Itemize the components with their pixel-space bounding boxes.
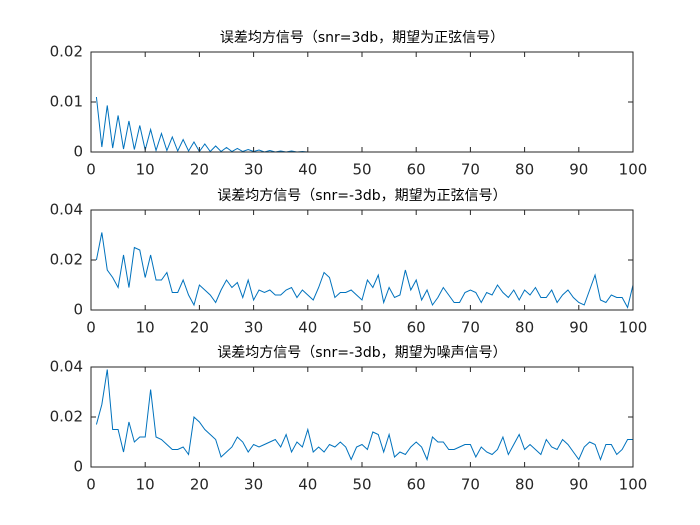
x-tick-label: 100 <box>619 476 648 494</box>
x-tick-label: 50 <box>352 319 371 337</box>
x-tick-label: 90 <box>569 161 588 179</box>
x-tick-label: 60 <box>407 319 426 337</box>
x-tick-label: 0 <box>86 161 96 179</box>
x-tick-label: 60 <box>407 161 426 179</box>
subplot-title: 误差均方信号（snr=-3db，期望为噪声信号） <box>217 345 506 361</box>
x-tick-label: 90 <box>569 476 588 494</box>
y-tick-label: 0.02 <box>50 251 83 269</box>
axes-background <box>91 52 633 152</box>
axes-background <box>91 210 633 310</box>
x-tick-label: 20 <box>190 476 209 494</box>
y-tick-label: 0.01 <box>50 93 83 111</box>
y-tick-label: 0.02 <box>50 408 83 426</box>
x-tick-label: 10 <box>136 476 155 494</box>
data-line <box>95 232 634 309</box>
axes-background <box>91 367 633 467</box>
x-tick-label: 100 <box>619 319 648 337</box>
x-tick-label: 20 <box>190 161 209 179</box>
y-tick-label: 0.04 <box>50 201 83 219</box>
x-tick-label: 60 <box>407 476 426 494</box>
x-tick-label: 0 <box>86 476 96 494</box>
x-tick-label: 0 <box>86 319 96 337</box>
x-tick-label: 50 <box>352 476 371 494</box>
x-tick-label: 50 <box>352 161 371 179</box>
subplot-title: 误差均方信号（snr=3db，期望为正弦信号） <box>220 30 504 46</box>
x-tick-label: 70 <box>461 476 480 494</box>
x-tick-label: 40 <box>298 161 317 179</box>
x-tick-label: 30 <box>244 476 263 494</box>
x-tick-label: 80 <box>515 476 534 494</box>
x-tick-label: 100 <box>619 161 648 179</box>
x-tick-label: 30 <box>244 161 263 179</box>
y-tick-label: 0 <box>73 143 83 161</box>
x-tick-label: 10 <box>136 161 155 179</box>
y-tick-label: 0.02 <box>50 43 83 61</box>
y-tick-label: 0.04 <box>50 358 83 376</box>
x-tick-label: 40 <box>298 476 317 494</box>
y-tick-label: 0 <box>73 301 83 319</box>
y-tick-label: 0 <box>73 458 83 476</box>
x-tick-label: 40 <box>298 319 317 337</box>
x-tick-label: 70 <box>461 161 480 179</box>
x-tick-label: 80 <box>515 319 534 337</box>
x-tick-label: 10 <box>136 319 155 337</box>
data-line <box>95 369 633 462</box>
x-tick-label: 70 <box>461 319 480 337</box>
x-tick-label: 30 <box>244 319 263 337</box>
x-tick-label: 90 <box>569 319 588 337</box>
subplot-title: 误差均方信号（snr=-3db，期望为正弦信号） <box>217 188 506 204</box>
x-tick-label: 80 <box>515 161 534 179</box>
x-tick-label: 20 <box>190 319 209 337</box>
